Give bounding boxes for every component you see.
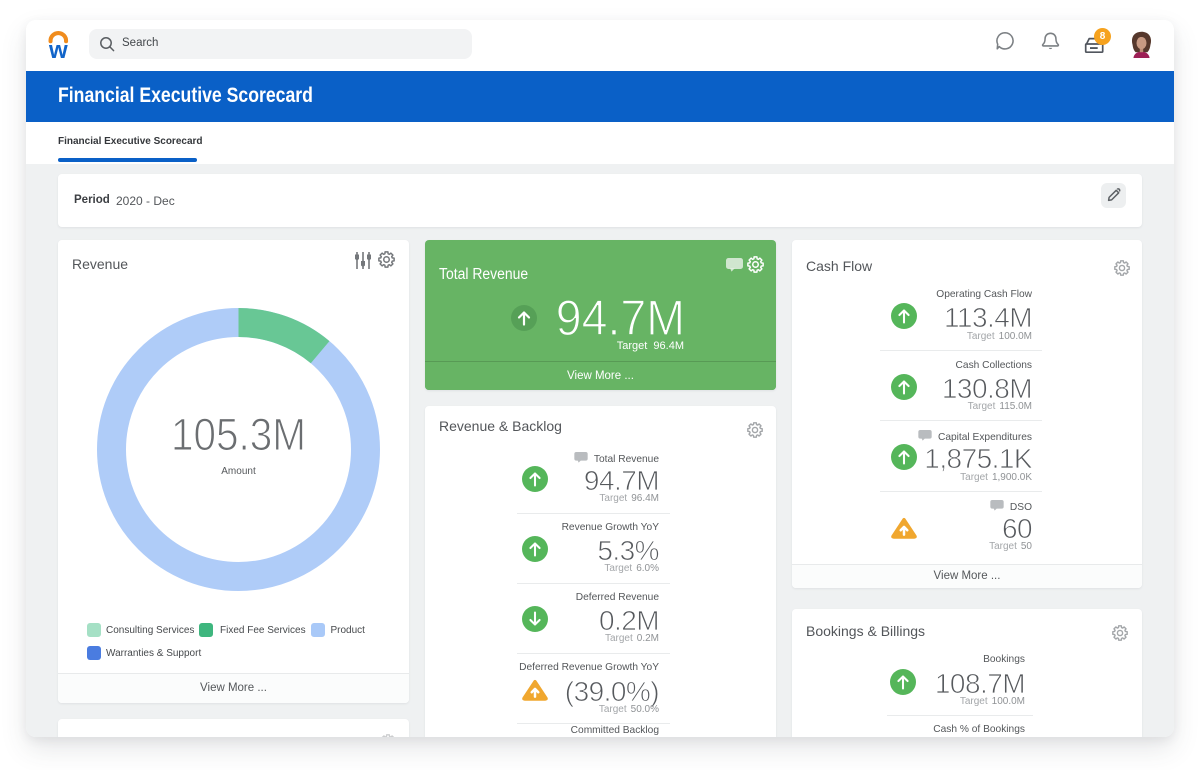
- svg-text:w: w: [48, 37, 68, 64]
